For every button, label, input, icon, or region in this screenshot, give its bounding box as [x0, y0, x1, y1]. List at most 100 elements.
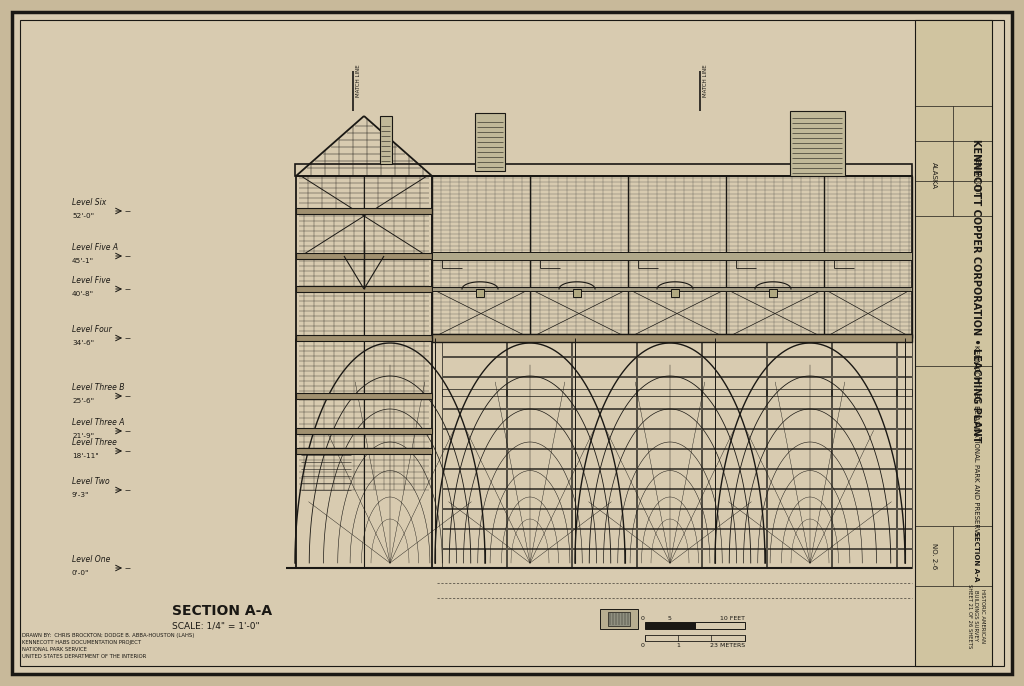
Bar: [767, 449, 831, 468]
Text: 21'-9": 21'-9": [72, 433, 94, 439]
Bar: [572, 337, 636, 356]
Bar: [507, 337, 571, 356]
Bar: [572, 529, 636, 548]
Bar: [442, 377, 506, 396]
Text: MATCH LINE: MATCH LINE: [703, 64, 708, 97]
Bar: [442, 469, 506, 488]
Text: 1: 1: [676, 643, 680, 648]
Bar: [572, 377, 636, 396]
Text: 0'-0": 0'-0": [72, 570, 89, 576]
Bar: [600, 609, 638, 629]
Bar: [475, 113, 505, 171]
Bar: [507, 509, 571, 528]
Bar: [296, 208, 432, 214]
Bar: [507, 529, 571, 548]
Bar: [897, 377, 912, 396]
Bar: [637, 449, 701, 468]
Bar: [637, 429, 701, 448]
Bar: [572, 469, 636, 488]
Text: KENNECOTT COPPER CORPORATION • LEACHING PLANT: KENNECOTT COPPER CORPORATION • LEACHING …: [971, 139, 981, 442]
Text: MATCH LINE: MATCH LINE: [356, 64, 361, 97]
Bar: [637, 529, 701, 548]
Bar: [767, 489, 831, 508]
Bar: [573, 289, 581, 297]
Bar: [831, 449, 896, 468]
Bar: [296, 286, 432, 292]
Bar: [507, 449, 571, 468]
Bar: [790, 111, 845, 176]
Bar: [897, 409, 912, 428]
Bar: [767, 357, 831, 376]
Text: Level Two: Level Two: [72, 477, 110, 486]
Text: 52'-0": 52'-0": [72, 213, 94, 219]
Bar: [831, 549, 896, 568]
Bar: [572, 489, 636, 508]
Bar: [767, 337, 831, 356]
Bar: [897, 389, 912, 408]
Bar: [296, 428, 432, 434]
Bar: [645, 622, 695, 629]
Bar: [637, 509, 701, 528]
Bar: [637, 469, 701, 488]
Bar: [442, 389, 506, 408]
Bar: [296, 393, 432, 399]
Bar: [831, 337, 896, 356]
Bar: [767, 389, 831, 408]
Bar: [767, 469, 831, 488]
Bar: [608, 612, 630, 626]
Text: SECTION A-A: SECTION A-A: [172, 604, 272, 618]
Bar: [767, 529, 831, 548]
Text: 2: 2: [709, 643, 713, 648]
Bar: [637, 549, 701, 568]
Bar: [831, 509, 896, 528]
Text: Level Five A: Level Five A: [72, 243, 118, 252]
Text: KENNICOTT – ST. ELIAS NATIONAL PARK AND PRESERVE: KENNICOTT – ST. ELIAS NATIONAL PARK AND …: [973, 345, 979, 537]
Bar: [507, 489, 571, 508]
Text: SCALE: 1/4" = 1'-0": SCALE: 1/4" = 1'-0": [172, 622, 260, 630]
Bar: [637, 337, 701, 356]
Bar: [507, 429, 571, 448]
Text: 0: 0: [641, 643, 645, 648]
Bar: [572, 549, 636, 568]
Bar: [767, 429, 831, 448]
Bar: [637, 409, 701, 428]
Bar: [637, 377, 701, 396]
Bar: [432, 287, 912, 291]
Text: Level Three: Level Three: [72, 438, 117, 447]
Bar: [572, 409, 636, 428]
Bar: [507, 409, 571, 428]
Bar: [442, 357, 506, 376]
Bar: [637, 489, 701, 508]
Bar: [296, 448, 432, 454]
Bar: [831, 489, 896, 508]
Bar: [380, 116, 392, 164]
Bar: [767, 509, 831, 528]
Bar: [897, 529, 912, 548]
Text: Level One: Level One: [72, 555, 111, 564]
Bar: [296, 176, 432, 568]
Bar: [702, 489, 766, 508]
Bar: [432, 334, 912, 342]
Bar: [831, 409, 896, 428]
Bar: [507, 377, 571, 396]
Bar: [767, 549, 831, 568]
Bar: [442, 337, 506, 356]
Bar: [915, 20, 992, 666]
Bar: [295, 164, 912, 176]
Bar: [432, 176, 912, 338]
Text: KENNICOTT: KENNICOTT: [973, 156, 979, 196]
Bar: [442, 489, 506, 508]
Text: 0: 0: [641, 616, 645, 621]
Bar: [432, 252, 912, 260]
Text: 18'-11": 18'-11": [72, 453, 98, 459]
Text: DRAWN BY:  CHRIS BROCKTON; DODGE B. ABBA-HOUSTON (LAHS)
KENNECOTT HABS DOCUMENTA: DRAWN BY: CHRIS BROCKTON; DODGE B. ABBA-…: [22, 633, 195, 659]
Text: SECTION A-A: SECTION A-A: [973, 531, 979, 581]
Bar: [767, 409, 831, 428]
Bar: [831, 377, 896, 396]
Bar: [572, 429, 636, 448]
Bar: [897, 509, 912, 528]
Bar: [442, 549, 506, 568]
Text: 10 FEET: 10 FEET: [720, 616, 745, 621]
Bar: [702, 389, 766, 408]
Bar: [702, 337, 766, 356]
